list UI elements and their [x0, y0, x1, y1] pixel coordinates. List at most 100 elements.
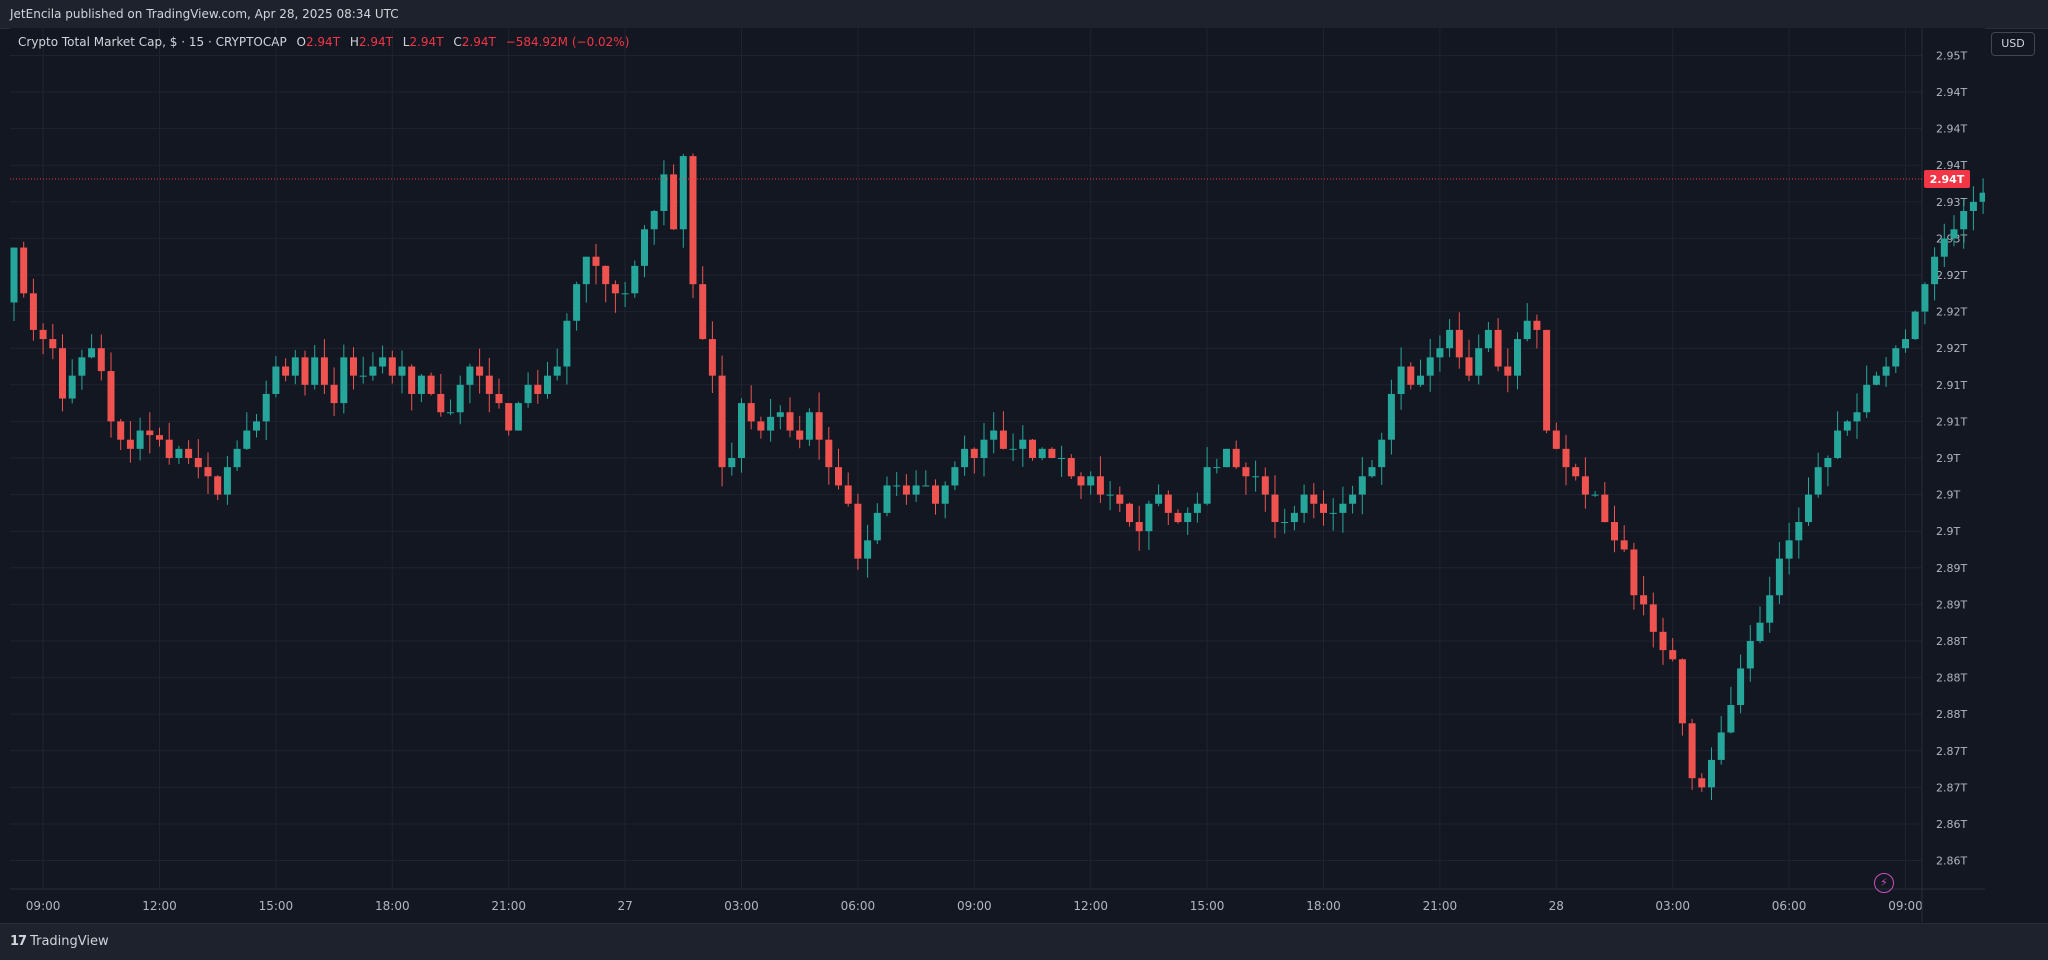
candle-body — [253, 421, 260, 431]
price-tick-label: 2.94T — [1936, 159, 1967, 172]
candle-body — [1329, 512, 1337, 514]
candle-body — [1746, 640, 1754, 669]
candle-body — [544, 375, 551, 394]
candle-body — [611, 284, 619, 294]
candle-body — [466, 366, 474, 385]
symbol-title[interactable]: Crypto Total Market Cap, $ · 15 · CRYPTO… — [18, 35, 287, 49]
candle-body — [1290, 512, 1298, 523]
candle-body — [1281, 522, 1289, 524]
price-tick-label: 2.88T — [1936, 635, 1967, 648]
candle-body — [1174, 512, 1182, 523]
candle-body — [1766, 595, 1774, 623]
candle-body — [961, 448, 969, 468]
candle-body — [126, 439, 134, 449]
price-tick-label: 2.9T — [1936, 525, 1960, 538]
price-tick-label: 2.92T — [1936, 306, 1967, 319]
candle-body — [1834, 430, 1842, 458]
candle-body — [1543, 329, 1551, 431]
candle-body — [757, 421, 765, 431]
candle-body — [447, 412, 454, 414]
open-value: 2.94T — [305, 35, 341, 49]
bolt-icon[interactable]: ⚡ — [1874, 873, 1894, 893]
candle-body — [1795, 522, 1803, 541]
candle-body — [1824, 458, 1832, 468]
candle-body — [1678, 659, 1686, 724]
candle-body — [1164, 494, 1172, 513]
candle-body — [1659, 631, 1667, 651]
candle-body — [1339, 503, 1347, 513]
candle-body — [621, 293, 629, 295]
price-tick-label: 2.86T — [1936, 855, 1967, 868]
candle-body — [1708, 759, 1715, 788]
symbol-legend: Crypto Total Market Cap, $ · 15 · CRYPTO… — [18, 35, 629, 49]
currency-button[interactable]: USD — [1991, 32, 2035, 56]
candle-body — [59, 348, 66, 399]
candle-body — [980, 439, 988, 458]
candle-body — [359, 375, 367, 377]
time-tick-label: 06:00 — [841, 899, 876, 913]
candle-body — [1407, 366, 1415, 385]
price-tick-label: 2.94T — [1936, 123, 1967, 136]
time-tick-label: 28 — [1549, 899, 1564, 913]
candle-body — [1203, 467, 1211, 504]
candle-body — [922, 485, 930, 487]
top-bar: JetEncila published on TradingView.com, … — [0, 0, 2048, 29]
tradingview-logo[interactable]: 17 TradingView — [10, 934, 109, 949]
candlestick-chart[interactable]: 2.95T2.94T2.94T2.94T2.93T2.93T2.92T2.92T… — [10, 28, 1985, 922]
open-label: O — [296, 35, 306, 49]
candle-body — [1009, 448, 1017, 450]
candle-body — [398, 366, 406, 376]
candle-body — [738, 403, 745, 458]
candle-body — [1436, 348, 1444, 358]
candle-body — [1979, 192, 1985, 202]
price-tick-label: 2.9T — [1936, 452, 1960, 465]
candle-body — [272, 366, 280, 394]
candle-body — [631, 265, 639, 294]
candle-body — [679, 156, 687, 230]
candle-body — [1892, 348, 1900, 367]
candle-body — [1213, 467, 1221, 469]
candle-body — [1106, 494, 1114, 496]
candle-body — [1523, 320, 1531, 340]
high-value: 2.94T — [358, 35, 393, 49]
price-tick-label: 2.91T — [1936, 379, 1967, 392]
candle-body — [49, 339, 57, 349]
candle-body — [1698, 778, 1706, 788]
price-tick-label: 2.88T — [1936, 672, 1967, 685]
candle-body — [1940, 238, 1948, 257]
candle-body — [223, 467, 231, 495]
price-tick-label: 2.86T — [1936, 818, 1967, 831]
price-tick-label: 2.91T — [1936, 415, 1967, 428]
candle-body — [369, 366, 377, 376]
candle-body — [1145, 503, 1153, 532]
candle-body — [1484, 329, 1492, 349]
candle-body — [379, 357, 387, 367]
candle-body — [1649, 604, 1657, 632]
candle-body — [1717, 732, 1725, 760]
candle-body — [1038, 448, 1046, 458]
candle-body — [311, 357, 319, 385]
candle-body — [1465, 357, 1473, 376]
candle-body — [1601, 494, 1609, 523]
candle-body — [1184, 512, 1192, 523]
price-tick-label: 2.9T — [1936, 489, 1960, 502]
candle-body — [476, 366, 484, 376]
candle-body — [514, 403, 522, 431]
time-tick-label: 15:00 — [259, 899, 294, 913]
candle-body — [68, 375, 76, 399]
candle-body — [796, 430, 804, 440]
chart-area[interactable]: 2.95T 2.94T 2.94T 2.94T 2.93T 2.93T 2.92T 2.92T… — [10, 28, 1985, 922]
candle-body — [1882, 366, 1890, 376]
candle-body — [1019, 439, 1027, 449]
candle-body — [815, 412, 823, 440]
candle-body — [10, 247, 18, 303]
candle-body — [1775, 558, 1783, 596]
candle-body — [1067, 458, 1075, 477]
tradingview-logo-icon: 17 — [10, 934, 27, 949]
candle-body — [990, 430, 998, 440]
low-label: L — [402, 35, 410, 49]
candle-body — [427, 375, 435, 394]
candle-body — [970, 448, 978, 458]
candle-body — [301, 357, 309, 385]
candle-body — [1300, 494, 1308, 513]
